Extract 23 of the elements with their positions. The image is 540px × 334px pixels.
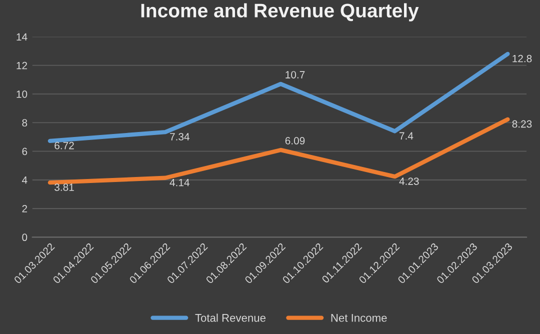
y-tick-label: 12 bbox=[16, 62, 28, 70]
data-label: 10.7 bbox=[286, 71, 305, 78]
line-series bbox=[48, 117, 510, 185]
data-label: 8.23 bbox=[512, 120, 532, 128]
legend-label: Net Income bbox=[331, 314, 387, 322]
y-tick-label: 0 bbox=[22, 234, 28, 242]
y-tick-label: 6 bbox=[22, 148, 28, 156]
data-label: 7.4 bbox=[400, 132, 414, 140]
data-label: 4.23 bbox=[399, 178, 419, 185]
data-label: 7.34 bbox=[170, 133, 190, 140]
y-tick-label: 10 bbox=[16, 90, 28, 98]
data-label: 6.09 bbox=[285, 137, 305, 144]
chart-title: Income and Revenue Quartely bbox=[141, 3, 419, 22]
line-series bbox=[48, 52, 510, 144]
y-tick-label: 4 bbox=[22, 176, 28, 184]
y-tick-label: 8 bbox=[22, 119, 28, 127]
y-tick-label: 2 bbox=[22, 205, 28, 212]
data-label: 3.81 bbox=[54, 184, 74, 191]
legend-label: Total Revenue bbox=[195, 314, 266, 322]
data-label: 6.72 bbox=[54, 142, 74, 150]
data-label: 4.14 bbox=[170, 178, 190, 186]
data-label: 12.8 bbox=[512, 54, 532, 62]
y-tick-label: 14 bbox=[16, 33, 28, 41]
